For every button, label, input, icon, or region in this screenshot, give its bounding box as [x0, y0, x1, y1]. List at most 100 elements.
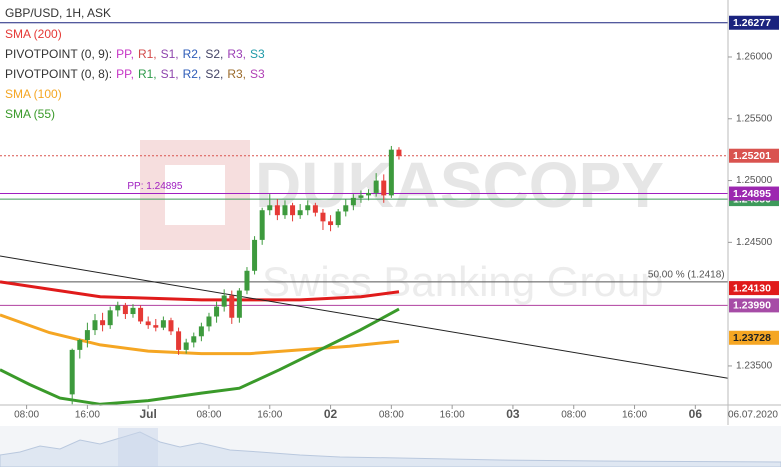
price-label-box [729, 148, 779, 163]
candle-body [191, 336, 197, 343]
candle-body [290, 205, 296, 216]
legend-part: R2, [183, 67, 202, 81]
candle-body [229, 295, 235, 318]
candle-body [381, 180, 387, 196]
y-tick-label: 1.24500 [736, 237, 773, 248]
candle-body [115, 305, 121, 311]
candle-body [373, 180, 379, 193]
x-end-label: 06.07.2020 [728, 410, 778, 421]
level-label: 50.00 % (1.2418) [648, 270, 725, 281]
candle-body [396, 149, 402, 156]
x-tick-label: 02 [324, 407, 338, 421]
candle-body [305, 205, 311, 211]
y-tick-label: 1.25500 [736, 113, 773, 124]
candle-body [160, 320, 166, 328]
legend: GBP/USD, 1H, ASK SMA (200) PIVOTPOINT (0, … [5, 6, 265, 121]
candle-body [84, 330, 90, 340]
y-tick-label: 1.26000 [736, 52, 773, 63]
legend-label: PIVOTPOINT (0, 8): [5, 67, 112, 81]
watermark-logo [165, 165, 225, 225]
legend-part: PP, [116, 47, 134, 61]
price-label: 1.23990 [733, 300, 771, 312]
y-tick-label: 1.25000 [736, 175, 773, 186]
legend-part: S1, [161, 47, 179, 61]
candle-body [320, 212, 326, 222]
legend-label: SMA (55) [5, 107, 55, 121]
candle-body [282, 205, 288, 216]
x-tick-label: 06 [689, 407, 703, 421]
indicator-line [0, 255, 729, 379]
candle-body [328, 221, 334, 226]
candle-body [252, 239, 258, 271]
legend-part: R3, [227, 67, 246, 81]
legend-entry: SMA (200) [5, 27, 62, 41]
candle-body [168, 320, 174, 332]
legend-entry: PIVOTPOINT (0, 8): PP, R1, S1, R2, S2, R3, S3 [5, 67, 265, 81]
candle-body [350, 197, 356, 206]
indicator-line [0, 313, 400, 356]
legend-part: S2, [205, 67, 223, 81]
legend-part: R2, [183, 47, 202, 61]
navigator [0, 426, 781, 467]
legend-label: SMA (100) [5, 87, 62, 101]
legend-part: R1, [138, 67, 157, 81]
candle-body [312, 205, 318, 213]
candle-body [206, 316, 212, 327]
candle-body [92, 320, 98, 331]
legend-label: GBP/USD, 1H, ASK [5, 6, 111, 20]
y-tick-label: 1.23500 [736, 361, 773, 372]
candle-body [297, 210, 303, 216]
candle-body [343, 205, 349, 212]
candle-body [274, 205, 280, 216]
legend-part: S2, [205, 47, 223, 61]
navigator-area [0, 431, 781, 467]
price-label-box [729, 186, 779, 201]
watermark-brand: DUKASCOPY [255, 149, 664, 221]
candle-body [138, 307, 144, 322]
legend-label: PIVOTPOINT (0, 9): [5, 47, 112, 61]
candle-body [107, 310, 113, 326]
price-label-box [729, 15, 779, 30]
candle-body [358, 195, 364, 198]
legend-entry: PIVOTPOINT (0, 9): PP, R1, S1, R2, S2, R3, S3 [5, 47, 265, 61]
x-tick-label: Jul [140, 407, 157, 421]
plot-area: PP: 1.24895 50.00 % (1.2418) [0, 22, 729, 406]
price-label-box [729, 330, 779, 345]
navigator-window[interactable] [118, 428, 158, 467]
price-label: 1.26277 [733, 17, 771, 29]
candle-body [214, 306, 220, 317]
candle-body [221, 295, 227, 307]
legend-part: S3 [250, 47, 265, 61]
level-label: PP: 1.24895 [127, 181, 182, 192]
price-label-box [729, 281, 779, 296]
price-label: 1.23728 [733, 332, 771, 344]
price-label: 1.24895 [733, 188, 771, 200]
candle-body [335, 211, 341, 226]
candle-body [198, 326, 204, 337]
legend-label: SMA (200) [5, 27, 62, 41]
x-tick-label: 16:00 [257, 410, 282, 421]
candle-body [145, 321, 151, 326]
x-tick-label: 03 [506, 407, 520, 421]
x-tick-label: 08:00 [379, 410, 404, 421]
x-tick-label: 08:00 [561, 410, 586, 421]
candle-body [153, 325, 159, 328]
candle-body [183, 342, 189, 350]
candle-body [77, 339, 83, 350]
legend-entry: GBP/USD, 1H, ASK [5, 6, 111, 20]
candle-body [100, 320, 106, 326]
x-tick-label: 16:00 [75, 410, 100, 421]
candle-body [236, 290, 242, 318]
indicator-line [0, 307, 400, 406]
candle-body [267, 205, 273, 211]
legend-part: S3 [250, 67, 265, 81]
price-label-box [729, 298, 779, 313]
x-tick-label: 08:00 [196, 410, 221, 421]
candle-body [366, 192, 372, 196]
legend-part: S1, [161, 67, 179, 81]
x-tick-label: 16:00 [440, 410, 465, 421]
candle-body [130, 307, 136, 315]
candle-body [244, 270, 250, 291]
candle-body [259, 210, 265, 240]
